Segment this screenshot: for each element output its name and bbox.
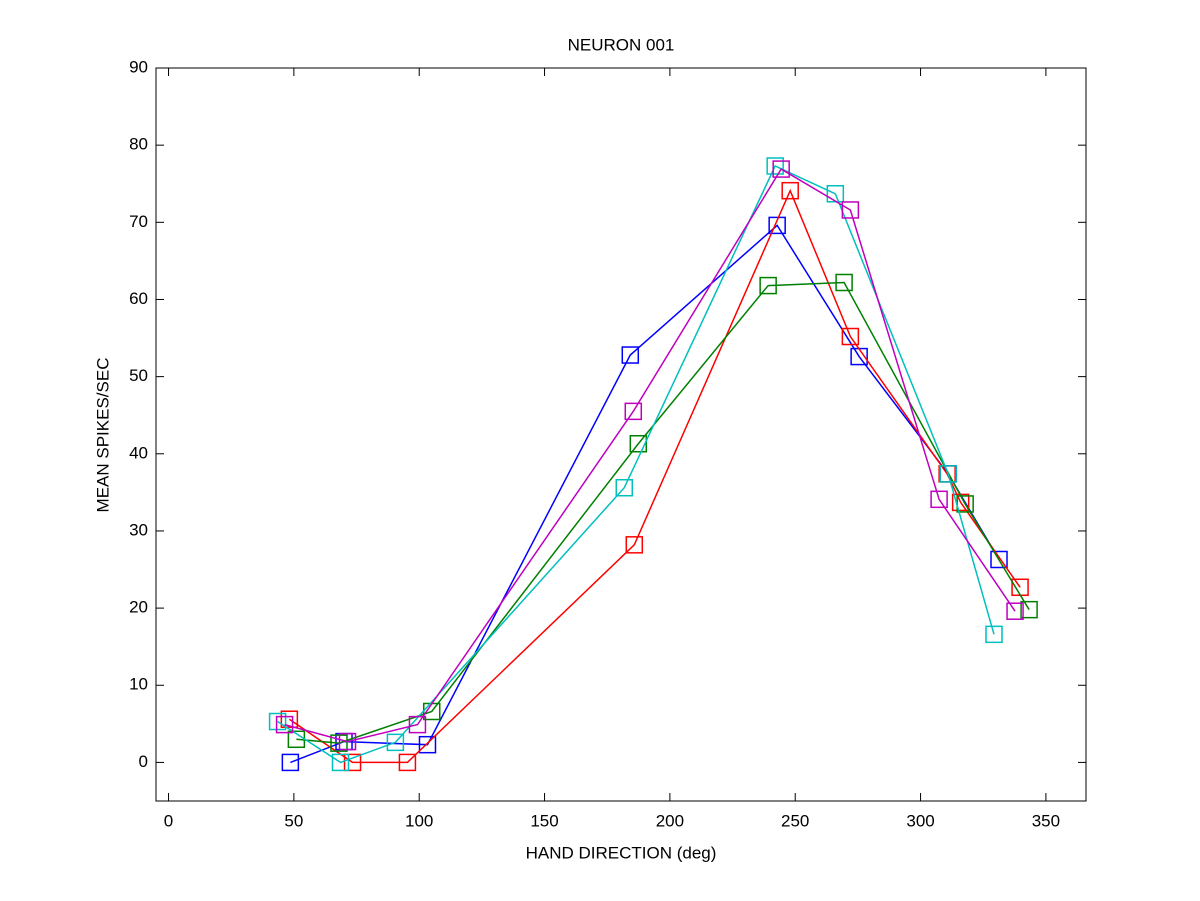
y-tick-label: 70 [129,212,148,231]
data-point [841,201,860,219]
data-point [615,478,634,497]
data-point [621,346,640,364]
data-point [766,157,784,175]
data-point [1006,602,1024,620]
y-tick-label: 20 [129,598,148,617]
data-point [939,465,957,483]
data-point [759,276,777,295]
x-tick-label: 250 [781,811,809,830]
data-point [781,181,799,200]
x-tick-label: 100 [405,811,433,830]
data-point [343,753,362,772]
data-point [768,216,786,235]
x-tick-label: 350 [1032,811,1060,830]
x-tick-label: 50 [284,811,303,830]
y-tick-label: 30 [129,520,148,539]
series-line [288,188,1021,764]
data-point [1020,600,1038,619]
data-point [275,715,294,734]
data-point [772,160,790,178]
series-line [277,164,995,764]
plot-frame [155,67,1087,802]
data-point [281,753,300,772]
data-point [268,712,287,731]
y-tick-label: 90 [129,57,148,76]
x-tick-label: 0 [164,811,173,830]
data-point [418,735,437,754]
chart-title: NEURON 001 [568,35,675,54]
y-tick-label: 0 [139,752,148,771]
data-point [408,715,427,734]
data-point [841,327,860,346]
data-point [985,625,1003,644]
data-point [930,490,948,509]
data-point [386,733,405,752]
series-line [284,168,1016,743]
data-point [624,402,643,421]
y-tick-label: 60 [129,289,148,308]
x-tick-label: 300 [906,811,934,830]
data-point [398,753,417,772]
y-tick-label: 40 [129,443,148,462]
y-tick-label: 50 [129,366,148,385]
x-tick-label: 200 [656,811,684,830]
x-axis-label: HAND DIRECTION (deg) [526,843,717,862]
data-point [338,732,357,751]
data-point [331,753,350,772]
data-point [280,710,299,728]
x-tick-label: 150 [530,811,558,830]
data-point [625,536,644,554]
y-tick-label: 10 [129,675,148,694]
y-tick-label: 80 [129,135,148,154]
data-point [629,435,648,453]
data-point [835,273,853,292]
y-axis-label: MEAN SPIKES/SEC [93,358,112,513]
data-point [990,550,1008,569]
